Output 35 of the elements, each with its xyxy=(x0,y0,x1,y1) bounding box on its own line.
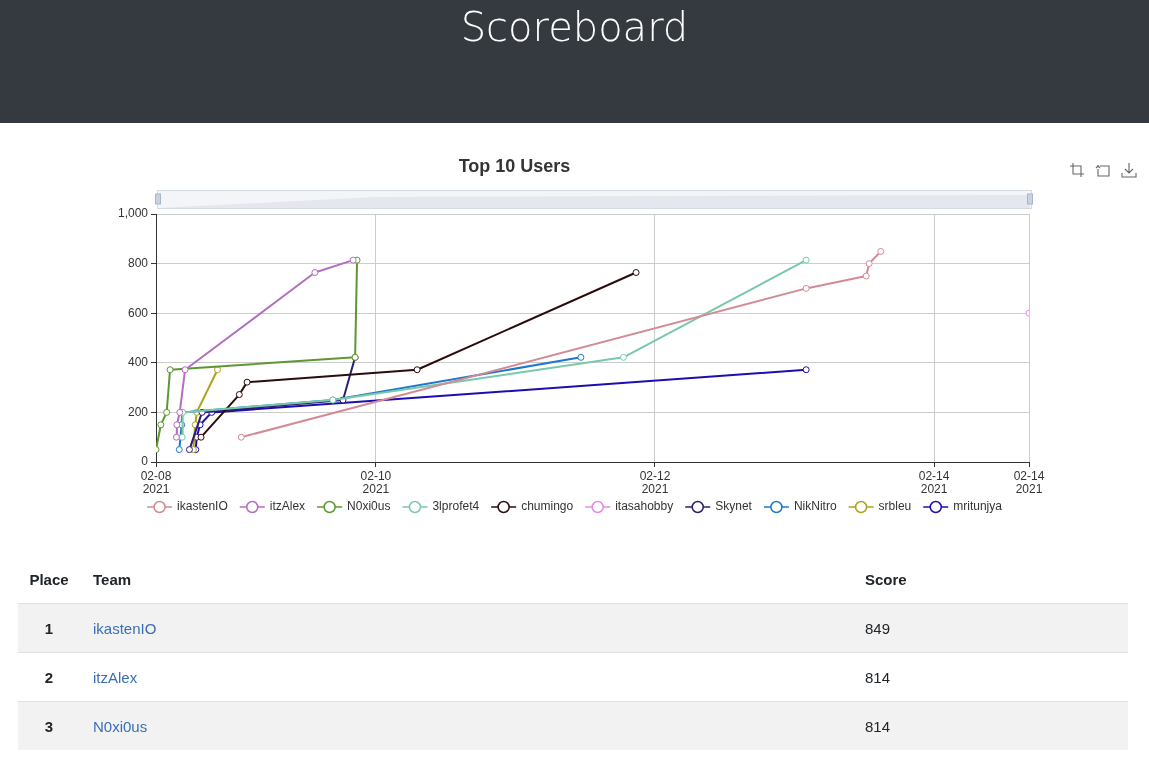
data-label: 849 xyxy=(852,603,1128,653)
category-label: itzAlex xyxy=(93,668,138,686)
y-tick-label: 600 xyxy=(127,305,149,320)
data-label: 814 xyxy=(852,701,1128,750)
category-label: N0xi0us xyxy=(93,717,148,735)
legend-label: chumingo xyxy=(521,499,574,514)
x-tick-label: 02-14 2021 xyxy=(1013,469,1045,497)
legend-label: ikastenIO xyxy=(177,499,228,514)
data-label: 814 xyxy=(852,652,1128,702)
text: Team xyxy=(92,569,133,590)
legend-label: N0xi0us xyxy=(347,499,391,514)
x-tick-label: 02-10 2021 xyxy=(360,469,392,497)
legend-label: 3lprofet4 xyxy=(432,499,480,514)
legend-label: Skynet xyxy=(715,499,753,514)
series-label: Place xyxy=(28,569,70,590)
series-label: Score xyxy=(864,569,908,590)
legend-label: srbleu xyxy=(878,499,912,514)
data-label: 2 xyxy=(18,652,80,702)
legend-label: itzAlex xyxy=(269,499,306,514)
y-tick-label: 0 xyxy=(141,454,149,469)
data-label: 1 xyxy=(18,603,80,653)
category-label: ikastenIO xyxy=(93,619,157,637)
legend-label: mritunjya xyxy=(953,499,1003,514)
legend-label: itasahobby xyxy=(615,499,674,514)
x-tick-label: 02-12 2021 xyxy=(639,469,671,497)
x-tick-label: 02-08 2021 xyxy=(140,469,172,497)
y-tick-label: 800 xyxy=(127,255,149,270)
chart-title: Top 10 Users xyxy=(458,155,571,176)
y-tick-label: 400 xyxy=(127,355,149,370)
x-tick-label: 02-14 2021 xyxy=(918,469,950,497)
y-tick-label: 200 xyxy=(127,404,149,419)
y-tick-label: 1,000 xyxy=(117,206,149,221)
data-label: 3 xyxy=(18,701,80,750)
legend-label: NikNitro xyxy=(793,499,837,514)
text: Scoreboard xyxy=(459,3,690,51)
